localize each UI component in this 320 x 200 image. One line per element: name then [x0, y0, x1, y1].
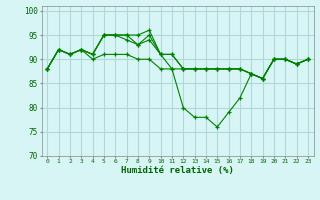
X-axis label: Humidité relative (%): Humidité relative (%) — [121, 166, 234, 175]
